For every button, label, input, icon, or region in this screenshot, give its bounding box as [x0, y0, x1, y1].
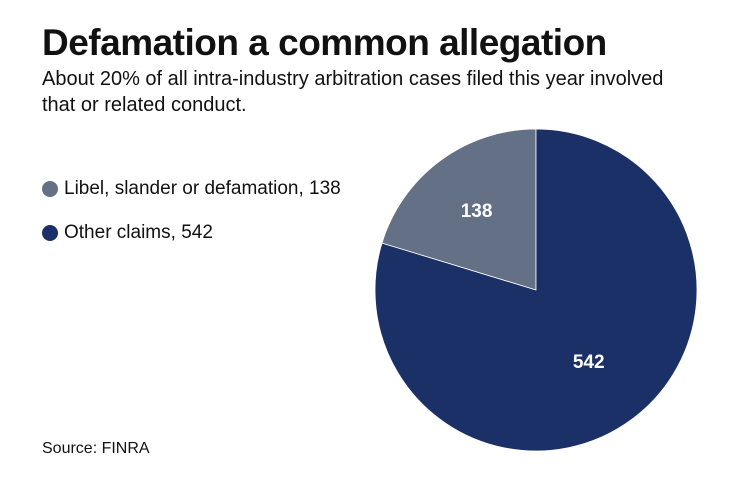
chart-subtitle: About 20% of all intra-industry arbitrat… — [42, 68, 664, 116]
source-note: Source: FINRA — [42, 440, 150, 457]
legend-swatch — [42, 225, 58, 241]
pie-slice-other — [374, 128, 698, 452]
legend-label: Other claims, 542 — [64, 222, 213, 243]
legend-swatch — [42, 181, 58, 197]
chart-title: Defamation a common allegation — [42, 22, 607, 63]
legend: Libel, slander or defamation, 138 Other … — [42, 176, 341, 264]
slice-label-libel: 138 — [461, 201, 493, 222]
slice-label-other: 542 — [573, 352, 605, 373]
legend-item-other: Other claims, 542 — [42, 220, 341, 246]
pie-slice-libel — [381, 128, 537, 291]
legend-item-libel: Libel, slander or defamation, 138 — [42, 176, 341, 202]
legend-label: Libel, slander or defamation, 138 — [64, 178, 341, 199]
